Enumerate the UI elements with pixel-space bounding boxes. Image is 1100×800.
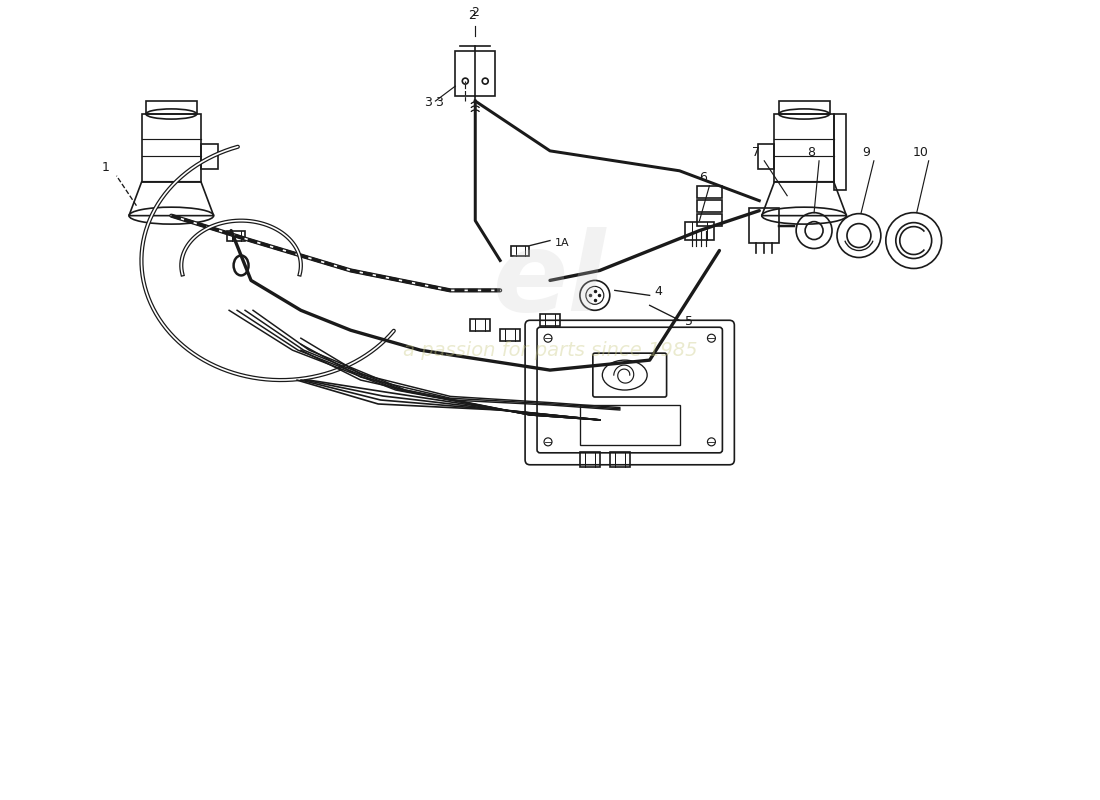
Text: 8: 8: [807, 146, 815, 159]
Text: 5: 5: [684, 315, 693, 328]
Text: 2: 2: [471, 6, 480, 19]
Bar: [758, 144, 774, 169]
Bar: [609, 452, 629, 467]
Bar: [500, 330, 520, 342]
Bar: [455, 51, 495, 96]
Bar: [540, 314, 560, 326]
Bar: [697, 186, 723, 198]
Bar: [580, 405, 680, 445]
Text: 3: 3: [436, 96, 443, 109]
Bar: [779, 102, 829, 114]
Bar: [512, 246, 529, 255]
Text: 7: 7: [752, 146, 760, 159]
Text: a passion for parts since 1985: a passion for parts since 1985: [403, 341, 697, 360]
Text: 6: 6: [700, 170, 707, 184]
Bar: [146, 102, 197, 114]
Text: el: el: [493, 227, 607, 334]
Bar: [142, 114, 201, 182]
Text: 3: 3: [425, 96, 432, 109]
Text: 10: 10: [913, 146, 928, 159]
Bar: [471, 319, 491, 331]
Bar: [697, 200, 723, 212]
Bar: [580, 452, 600, 467]
Text: 9: 9: [862, 146, 870, 159]
Bar: [227, 230, 245, 241]
Bar: [697, 214, 723, 226]
Text: 1: 1: [101, 161, 109, 174]
Bar: [834, 114, 847, 190]
Bar: [684, 222, 714, 239]
Text: 4: 4: [654, 286, 662, 298]
Bar: [201, 144, 218, 169]
Bar: [774, 114, 834, 182]
Text: 2: 2: [469, 10, 476, 22]
Bar: [749, 208, 779, 242]
Text: 1A: 1A: [556, 238, 570, 247]
